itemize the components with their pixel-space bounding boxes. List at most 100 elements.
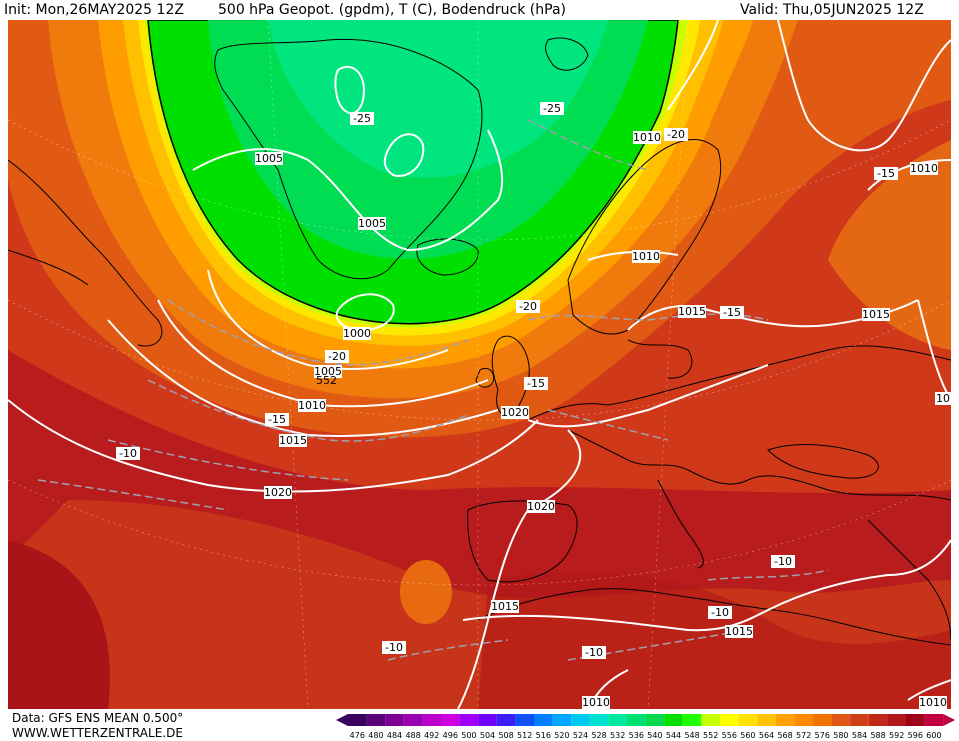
scale-swatch: [422, 714, 441, 726]
scale-swatch: [775, 714, 795, 726]
scale-tick-label: 560: [740, 731, 755, 740]
website: WWW.WETTERZENTRALE.DE: [12, 726, 183, 740]
isobar-label: 1015: [678, 305, 706, 318]
color-scale-legend: 476 480 484 488 492 496 500 504 508 512 516 520 524 5…: [336, 714, 956, 740]
scale-swatch: [552, 714, 572, 726]
scale-swatch: [887, 714, 906, 726]
scale-swatch: [608, 714, 627, 726]
temperature-labels: -25 -25 -20 -15 -20 -15 -15 -20 -15 -10 …: [116, 102, 898, 659]
isobar-label: 1020: [501, 406, 529, 419]
scale-tick-label: 500: [461, 731, 476, 740]
scale-tick-label: 552: [703, 731, 718, 740]
scale-swatch: [738, 714, 758, 726]
scale-tick-label: 572: [796, 731, 811, 740]
isobar-label: 1015: [279, 434, 307, 447]
scale-swatch: [478, 714, 497, 726]
scale-swatch: [645, 714, 665, 726]
isobar-label: 1020: [264, 486, 292, 499]
scale-swatch: [831, 714, 851, 726]
isobar-label: 1005: [358, 217, 386, 230]
scale-tick-label: 580: [833, 731, 848, 740]
low-center-label: 552: [316, 374, 337, 387]
temperature-label: -20: [328, 350, 346, 363]
scale-swatch: [682, 714, 702, 726]
scale-tick-label: 504: [480, 731, 495, 740]
temperature-label: -10: [119, 447, 137, 460]
chart-header: Init: Mon,26MAY2025 12Z 500 hPa Geopot. …: [0, 0, 959, 20]
scale-tick-label: 588: [870, 731, 885, 740]
scale-swatch: [366, 714, 386, 726]
scale-tick-label: 516: [536, 731, 551, 740]
temperature-label: -15: [723, 306, 741, 319]
scale-tick-label: 496: [443, 731, 458, 740]
scale-tick-label: 528: [591, 731, 606, 740]
scale-swatch: [813, 714, 832, 726]
scale-tick-label: 600: [926, 731, 941, 740]
scale-arrow-left: [336, 714, 348, 726]
scale-swatch: [757, 714, 776, 726]
scale-swatch: [664, 714, 683, 726]
scale-tick-label: 512: [517, 731, 532, 740]
isobar-label: 1000: [343, 327, 371, 340]
scale-swatch: [496, 714, 516, 726]
scale-swatch: [701, 714, 720, 726]
chart-title: 500 hPa Geopot. (gpdm), T (C), Bodendruc…: [218, 2, 566, 18]
scale-swatch: [906, 714, 925, 726]
temperature-label: -25: [543, 102, 561, 115]
init-time: Init: Mon,26MAY2025 12Z: [4, 2, 184, 18]
scale-swatch: [385, 714, 404, 726]
data-source: Data: GFS ENS MEAN 0.500°: [12, 711, 184, 725]
scale-tick-label: 484: [387, 731, 402, 740]
isobar-label: 1010: [633, 131, 661, 144]
temperature-label: -15: [268, 413, 286, 426]
scale-swatch: [868, 714, 888, 726]
scale-tick-label: 492: [424, 731, 439, 740]
scale-tick-label: 536: [629, 731, 644, 740]
scale-tick-label: 576: [815, 731, 830, 740]
temperature-label: -15: [527, 377, 545, 390]
isobar-label: 1010: [919, 696, 947, 709]
isobar-label: 1010: [632, 250, 660, 263]
isobar-labels: 1005 1005 1000 1005 1010 1015 1020 1020 …: [255, 131, 951, 709]
scale-swatch: [571, 714, 590, 726]
scale-swatch: [627, 714, 646, 726]
scale-tick-label: 520: [554, 731, 569, 740]
scale-swatch: [534, 714, 553, 726]
scale-swatch: [459, 714, 479, 726]
isobar-label: 1015: [862, 308, 890, 321]
temperature-label: -10: [385, 641, 403, 654]
scale-swatch: [441, 714, 460, 726]
scale-tick-label: 592: [889, 731, 904, 740]
scale-swatch: [403, 714, 423, 726]
scale-swatch: [850, 714, 869, 726]
isobar-label: 1010: [298, 399, 326, 412]
map-canvas: 1005 1005 1000 1005 1010 1015 1020 1020 …: [8, 20, 951, 709]
isobar-label: 1010: [582, 696, 610, 709]
isobar-label: 1015: [725, 625, 753, 638]
valid-time: Valid: Thu,05JUN2025 12Z: [740, 2, 924, 18]
scale-swatch: [794, 714, 813, 726]
temperature-label: -25: [353, 112, 371, 125]
isobar-label: 1015: [491, 600, 519, 613]
scale-tick-label: 476: [350, 731, 365, 740]
scale-tick-label: 584: [852, 731, 867, 740]
isobar-label: 1020: [527, 500, 555, 513]
scale-tick-label: 480: [368, 731, 383, 740]
scale-tick-label: 544: [666, 731, 681, 740]
isobar-label: 1010: [910, 162, 938, 175]
scale-tick-label: 524: [573, 731, 588, 740]
scale-tick-label: 596: [908, 731, 923, 740]
temperature-label: -15: [877, 167, 895, 180]
scale-tick-label: 556: [722, 731, 737, 740]
scale-tick-label: 508: [498, 731, 513, 740]
scale-swatch: [515, 714, 534, 726]
scale-tick-label: 568: [777, 731, 792, 740]
temperature-label: -10: [774, 555, 792, 568]
temperature-label: -10: [585, 646, 603, 659]
scale-swatch: [924, 714, 944, 726]
isobar-label: 10: [936, 392, 950, 405]
isobar-label: 1005: [314, 365, 342, 378]
scale-tick-label: 548: [684, 731, 699, 740]
scale-tick-label: 532: [610, 731, 625, 740]
